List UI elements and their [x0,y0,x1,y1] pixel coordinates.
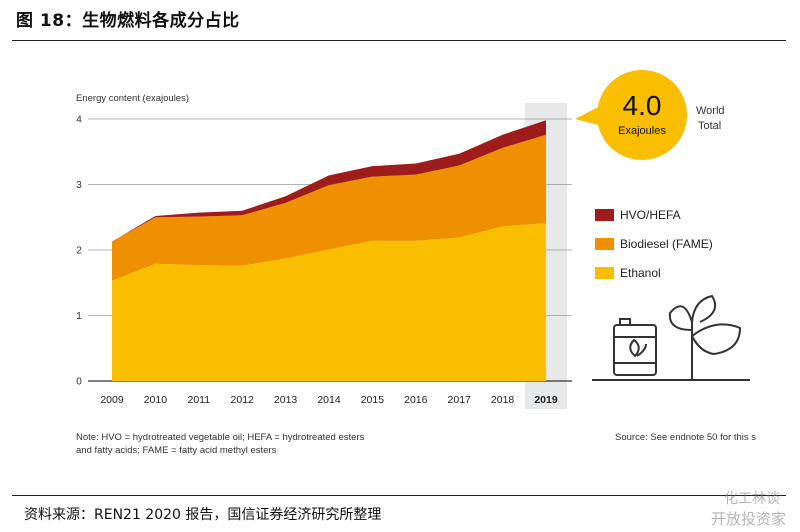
legend-swatch [595,267,614,279]
x-tick-label: 2015 [361,394,385,406]
callout-value: 4.0 [623,90,662,121]
area-hvo-hefa [112,120,546,242]
watermark-line-1: 化工林谈 [724,491,780,507]
world-label: World [696,105,725,117]
watermark-line-2: 开放投资家 [710,510,786,528]
plant-leaves-icon [668,294,742,380]
x-tick-label: 2019 [534,394,558,406]
total-callout: 4.0 Exajoules [575,70,687,160]
chart-note-line-1: Note: HVO = hydrotreated vegetable oil; … [76,432,365,443]
figure-source: 资料来源：REN21 2020 报告，国信证券经济研究所整理 [24,507,382,523]
chart-source-note: Source: See endnote 50 for this s [615,432,756,443]
x-tick-label: 2018 [491,394,515,406]
x-tick-label: 2017 [448,394,472,406]
legend-swatch [595,209,614,221]
y-axis-label: Energy content (exajoules) [76,93,189,104]
x-tick-label: 2010 [144,394,168,406]
callout-unit: Exajoules [618,125,666,137]
y-tick-label: 0 [76,377,82,388]
x-tick-label: 2011 [188,394,211,406]
legend-label: Biodiesel (FAME) [620,237,713,251]
x-tick-label: 2016 [404,394,428,406]
y-tick-label: 3 [76,180,82,191]
legend-label: Ethanol [620,266,661,280]
x-tick-label: 2012 [231,394,255,406]
callout-circle [597,70,687,160]
y-tick-label: 1 [76,311,82,322]
watermark: 化工林谈 开放投资家 [666,486,786,532]
total-label: Total [698,120,721,132]
chart-note-line-2: and fatty acids; FAME = fatty acid methy… [76,445,277,456]
bottom-divider [12,495,786,496]
x-tick-label: 2009 [100,394,124,406]
legend-label: HVO/HEFA [620,208,681,222]
y-tick-label: 2 [76,246,82,257]
top-divider [12,40,786,41]
x-tick-label: 2014 [317,394,341,406]
area-biodiesel-fame [112,134,546,281]
figure-title: 图 18：生物燃料各成分占比 [16,11,240,31]
fuel-barrel-icon [613,318,657,376]
x-tick-label: 2013 [274,394,298,406]
y-tick-label: 4 [76,115,82,126]
legend-swatch [595,238,614,250]
area-ethanol [112,223,546,381]
